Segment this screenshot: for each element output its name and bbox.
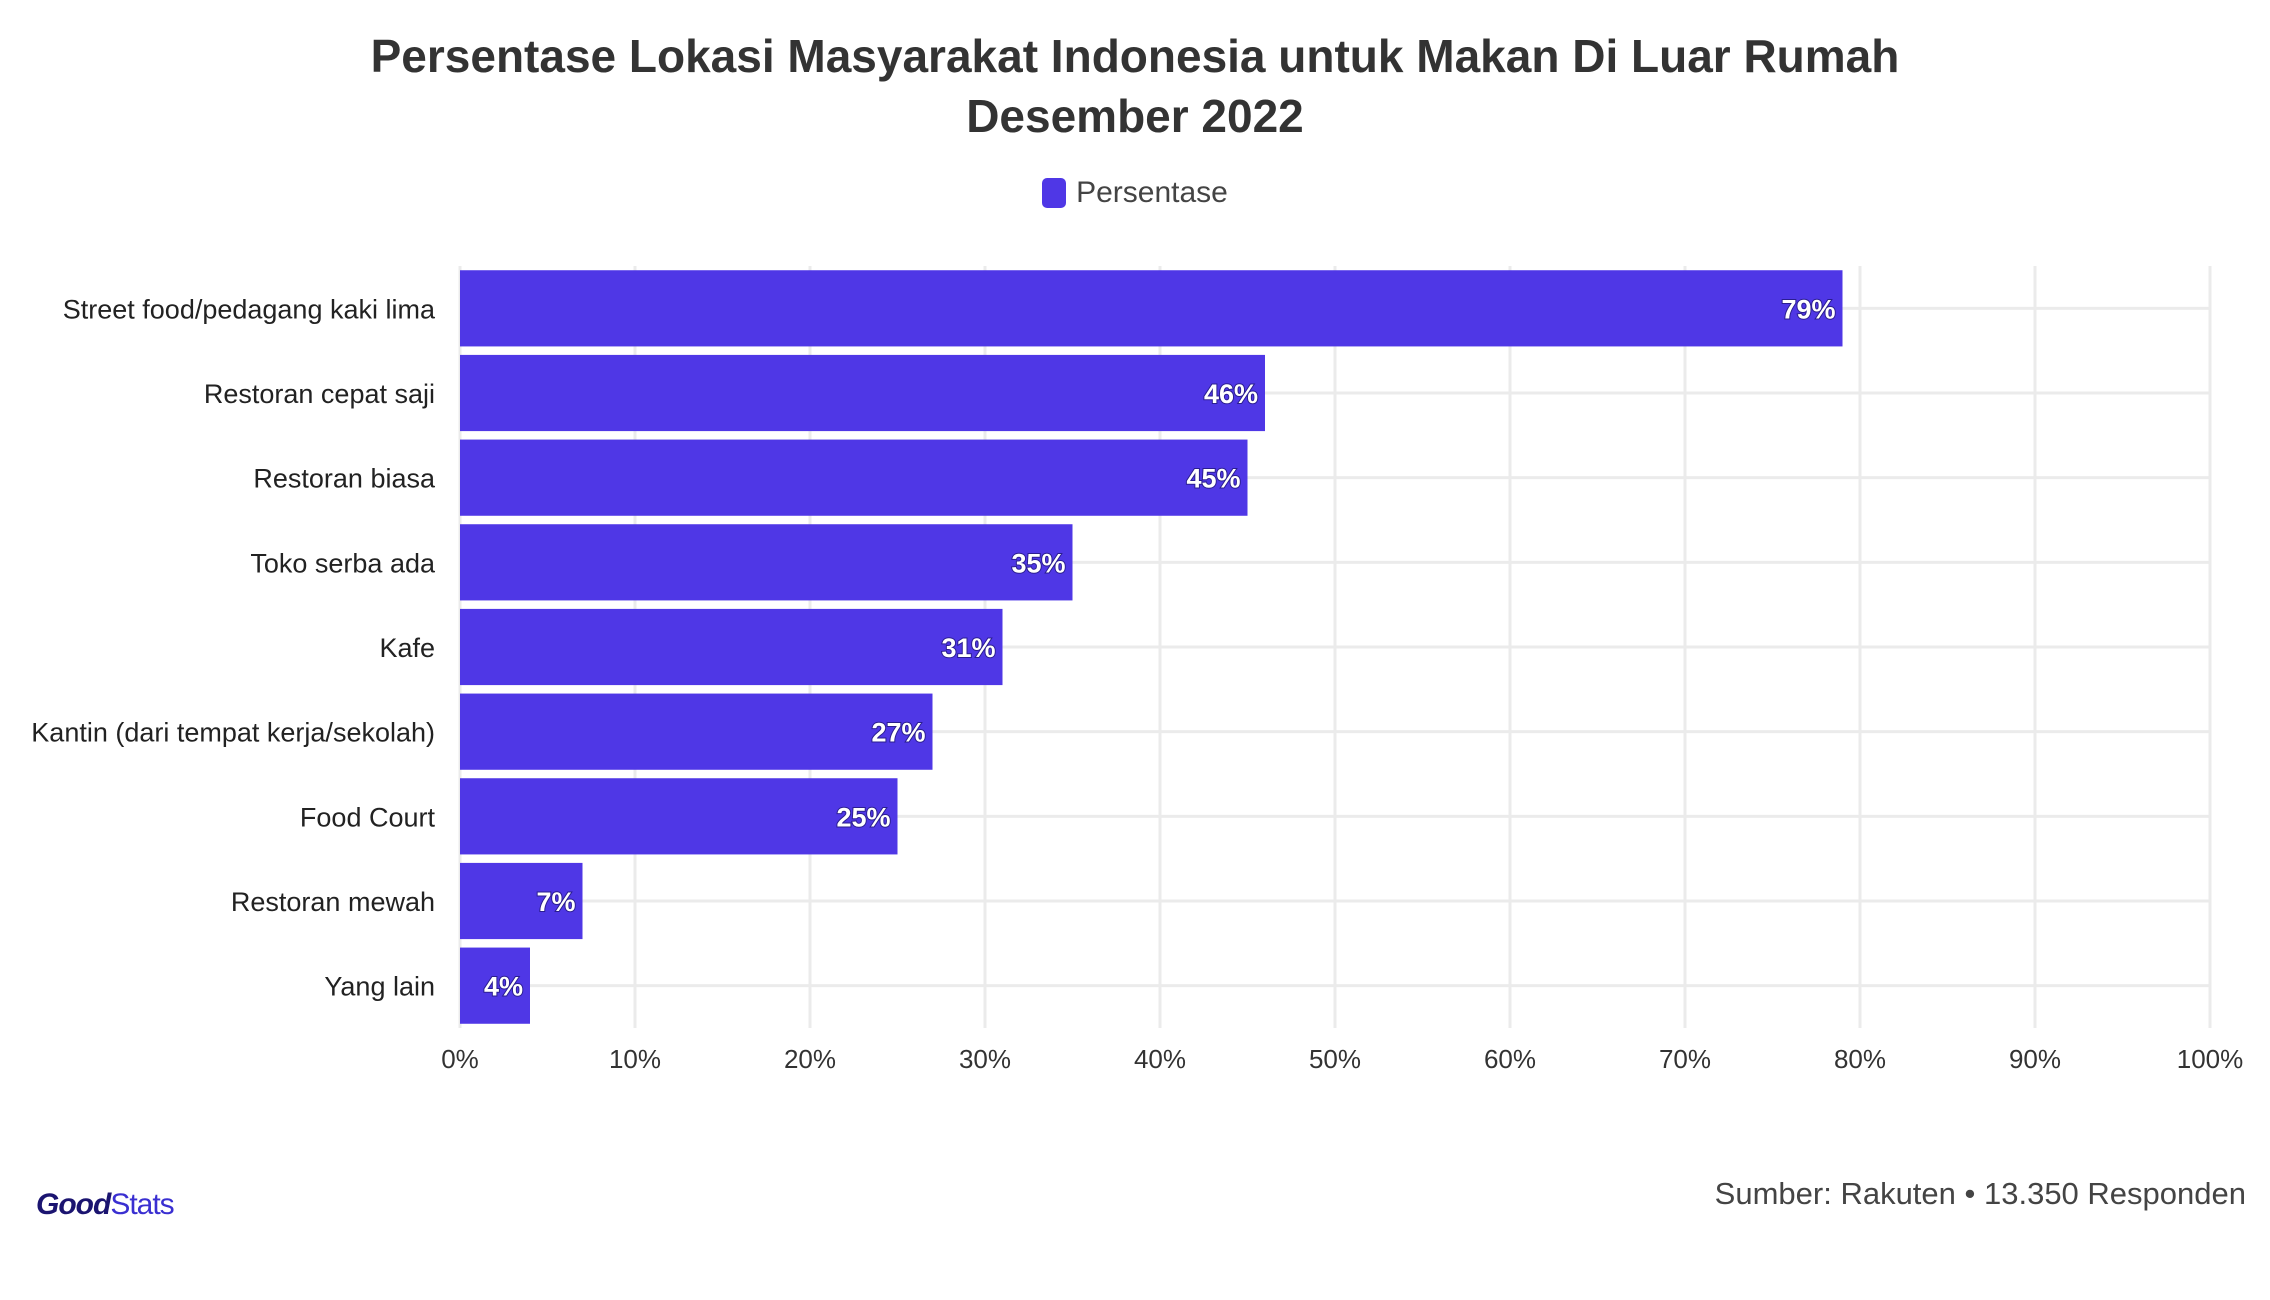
category-labels: Street food/pedagang kaki lima Restoran c… — [31, 294, 436, 1001]
category-label-5: Kantin (dari tempat kerja/sekolah) — [31, 718, 435, 748]
x-tick-label-7: 70% — [1659, 1044, 1711, 1074]
logo-stats-text: Stats — [110, 1188, 174, 1221]
source-note: Sumber: Rakuten • 13.350 Responden — [1714, 1176, 2246, 1211]
x-tick-label-8: 80% — [1834, 1044, 1886, 1074]
category-label-8: Yang lain — [324, 972, 435, 1002]
category-label-0: Street food/pedagang kaki lima — [63, 294, 436, 324]
bar-value-label-2: 45% — [1186, 464, 1240, 494]
legend: Persentase — [0, 176, 2270, 210]
category-label-7: Restoran mewah — [231, 887, 435, 917]
x-tick-label-6: 60% — [1484, 1044, 1536, 1074]
bar-2 — [460, 439, 1248, 516]
category-label-2: Restoran biasa — [253, 464, 436, 494]
bar-value-label-7: 7% — [536, 887, 575, 917]
bar-value-label-1: 46% — [1204, 379, 1258, 409]
bar-6 — [460, 778, 898, 855]
x-axis-tick-labels: 0% 10% 20% 30% 40% 50% 60% 70% 80% 90% 100% — [441, 1044, 2243, 1074]
bar-value-label-5: 27% — [871, 718, 925, 748]
bars — [460, 270, 1843, 1024]
category-label-3: Toko serba ada — [250, 548, 436, 578]
chart-title-line-1: Persentase Lokasi Masyarakat Indonesia u… — [370, 30, 1900, 82]
bar-value-labels: 79% 46% 45% 35% 31% 27% 25% 7% 4% — [483, 293, 1837, 1002]
x-tick-label-0: 0% — [441, 1044, 479, 1074]
bar-value-label-4: 31% — [941, 633, 995, 663]
legend-label: Persentase — [1076, 176, 1228, 209]
goodstats-logo: Good Stats — [36, 1172, 175, 1222]
bar-value-label-8: 4% — [484, 972, 523, 1002]
x-tick-label-5: 50% — [1309, 1044, 1361, 1074]
chart-title: Persentase Lokasi Masyarakat Indonesia u… — [0, 26, 2270, 146]
x-tick-label-3: 30% — [959, 1044, 1011, 1074]
category-label-6: Food Court — [300, 802, 436, 832]
legend-swatch — [1042, 178, 1067, 208]
logo-good-text: Good — [36, 1188, 111, 1221]
bar-value-label-3: 35% — [1011, 548, 1065, 578]
bar-8 — [460, 947, 530, 1024]
bar-value-label-6: 25% — [836, 802, 890, 832]
chart-title-line-2: Desember 2022 — [966, 90, 1304, 142]
bar-value-label-0: 79% — [1781, 294, 1835, 324]
bar-3 — [460, 524, 1073, 601]
bar-5 — [460, 693, 933, 770]
bar-4 — [460, 608, 1003, 686]
x-tick-label-10: 100% — [2177, 1044, 2244, 1074]
bar-chart: 79% 46% 45% 35% 31% 27% 25% 7% 4% Street food/pe… — [31, 266, 2243, 1074]
category-label-1: Restoran cepat saji — [204, 379, 435, 409]
x-tick-label-1: 10% — [609, 1044, 661, 1074]
x-tick-label-4: 40% — [1134, 1044, 1186, 1074]
bar-0 — [460, 270, 1843, 347]
x-tick-label-9: 90% — [2009, 1044, 2061, 1074]
bar-1 — [460, 354, 1265, 432]
x-tick-label-2: 20% — [784, 1044, 836, 1074]
bar-7 — [460, 862, 583, 940]
category-label-4: Kafe — [379, 633, 435, 663]
